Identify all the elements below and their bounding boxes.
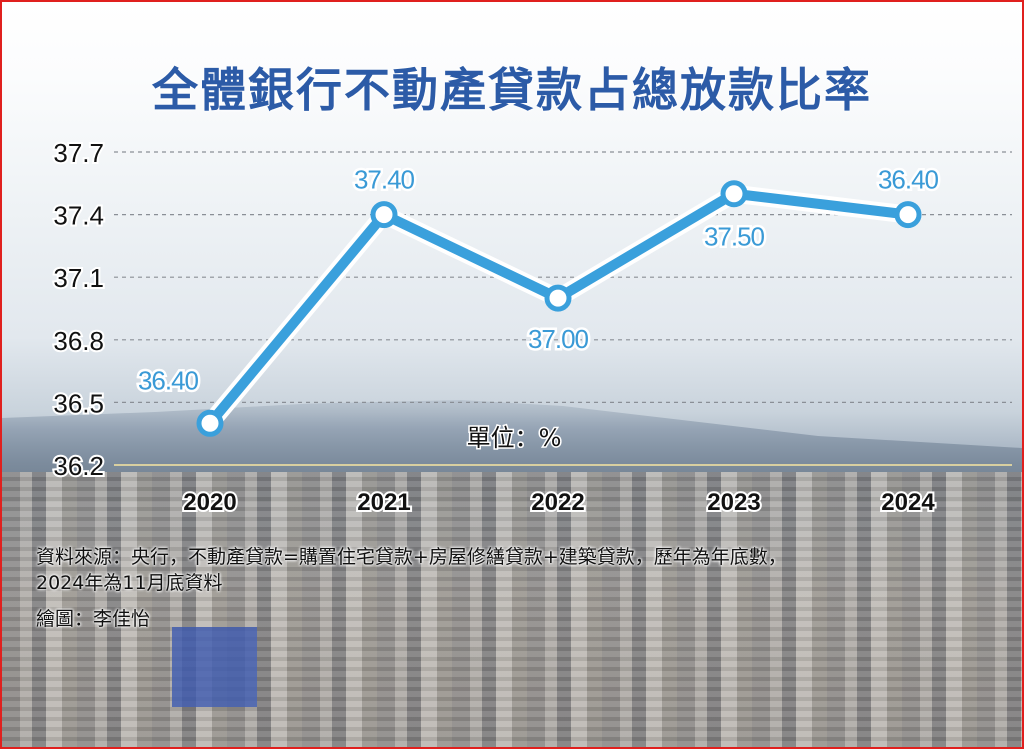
credit-note: 繪圖：李佳怡 (36, 608, 151, 630)
x-tick-label: 2023 (707, 489, 760, 516)
unit-label: 單位：% (467, 424, 562, 452)
source-note-line2: 2024年為11月底資料 (36, 572, 223, 594)
data-point (196, 409, 224, 437)
x-tick-label: 2021 (357, 489, 410, 516)
data-point (544, 284, 572, 312)
building-under-construction (172, 627, 257, 707)
data-label: 37.50 (704, 222, 765, 252)
x-tick-label: 2022 (531, 489, 584, 516)
y-tick-label: 37.7 (53, 138, 104, 168)
chart-title: 全體銀行不動產貸款占總放款比率 (152, 63, 872, 117)
y-tick-label: 36.5 (53, 388, 104, 418)
data-label: 37.40 (354, 165, 415, 195)
data-label: 36.40 (138, 365, 199, 395)
data-point (370, 201, 398, 229)
y-tick-label: 37.1 (53, 263, 104, 293)
x-tick-label: 2020 (183, 489, 236, 516)
y-tick-label: 36.2 (53, 451, 104, 481)
y-tick-label: 37.4 (53, 201, 104, 231)
x-tick-label: 2024 (881, 489, 935, 516)
data-label: 37.00 (528, 324, 589, 354)
data-label: 36.40 (878, 165, 939, 195)
source-note-line1: 資料來源：央行，不動產貸款=購置住宅貸款+房屋修繕貸款+建築貸款，歷年為年底數， (36, 546, 787, 568)
data-point (720, 180, 748, 208)
y-tick-label: 36.8 (53, 326, 104, 356)
data-point (894, 201, 922, 229)
